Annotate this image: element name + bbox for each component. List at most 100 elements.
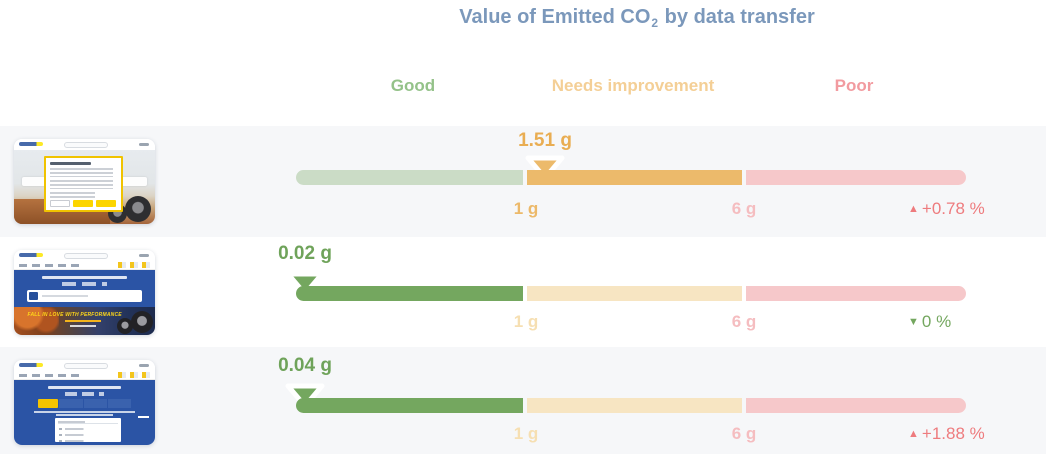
mini-menu-icon [139,364,149,367]
mini-nav-bar [14,371,155,380]
segment-poor [746,398,966,413]
segment-good [296,286,523,301]
decline-button [49,200,71,208]
dialog-text-lines [49,192,96,198]
mini-search-bar [64,142,108,148]
side-label-line [138,416,150,419]
threshold-label-6g: 6 g [731,312,757,331]
mini-nav-icons [118,372,150,378]
mini-browser-header [14,139,155,150]
tire-image [131,311,153,333]
co2-value-label: 0.02 g [278,243,332,264]
segment-poor [746,286,966,301]
trend-up-icon: ▲ [908,428,919,440]
dialog-buttons [49,200,117,208]
co2-value-label: 0.04 g [278,355,332,376]
mini-search-bar [64,253,108,259]
promo-subline-small [70,325,96,327]
title-subscript: 2 [651,16,659,30]
page-link-pills [64,392,105,396]
change-text: +0.78 % [921,199,985,218]
tire-image [117,318,133,334]
cookie-consent-dialog [43,156,123,213]
threshold-label-6g: 6 g [731,199,757,218]
gauge-marker-icon [285,271,325,297]
helper-text-line [33,411,136,413]
dialog-title-line [49,162,92,165]
co2-gauge: 1.51 g 1 g 6 g [296,126,966,237]
co2-value-label: 1.51 g [518,130,572,151]
gauge-marker-icon [285,383,325,409]
segment-good [296,170,523,185]
dialog-text-lines [49,168,113,177]
threshold-label-1g: 1 g [513,199,539,218]
tab [83,399,107,408]
blue-hero-section [14,270,155,307]
helper-text-line [56,414,113,416]
title-suffix: by data transfer [659,6,815,28]
threshold-label-1g: 1 g [513,424,539,443]
metric-row-homepage: FALL IN LOVE WITH PERFORMANCE 0.02 g 1 g… [0,237,1046,347]
tab [107,399,132,408]
blue-page-body [14,380,155,445]
promo-caption: FALL IN LOVE WITH PERFORMANCE [27,312,122,318]
settings-button [73,200,94,208]
dropdown-item-line [58,440,118,442]
co2-gauge: 0.04 g 1 g 6 g [278,347,966,454]
segment-good [296,398,523,413]
gauge-bar [296,170,966,185]
tire-search-box [26,290,143,302]
dropdown-item-line [58,428,118,430]
threshold-label-6g: 6 g [731,424,757,443]
segment-needs-improvement [527,398,742,413]
change-text: 0 % [921,312,952,331]
mini-nav-links [19,374,81,377]
tire-image [125,196,151,222]
dialog-text-lines [49,180,113,189]
accept-button [96,200,117,208]
dropdown-panel [54,418,122,442]
selector-tabs [37,399,132,408]
change-percent: ▲ +0.78 % [908,199,985,219]
mini-menu-icon [139,143,149,146]
promo-subline [64,320,102,322]
michelin-logo [19,253,43,257]
metric-row-cookie-consent: 1.51 g 1 g 6 g ▲ +0.78 % [0,126,1046,237]
mini-menu-icon [139,254,149,257]
thumbnail-tire-selector-page[interactable] [14,360,155,445]
thumbnail-cookie-consent-page[interactable] [14,139,155,224]
hero-heading-line [42,276,127,279]
page-heading-line [47,386,122,389]
michelin-logo [19,142,43,146]
segment-poor [746,170,966,185]
zone-header-good: Good [390,76,436,95]
dropdown-item-line [58,434,118,436]
metric-row-tire-selector: 0.04 g 1 g 6 g ▲ +1.88 % [0,347,1046,454]
change-text: +1.88 % [921,424,985,443]
tab [59,399,83,408]
mini-nav-icons [118,262,150,268]
page-title: Value of Emitted CO2 by data transfer [459,6,815,30]
mini-nav-links [19,264,81,267]
trend-up-icon: ▲ [908,203,919,215]
thumbnail-homepage[interactable]: FALL IN LOVE WITH PERFORMANCE [14,250,155,335]
zone-header-needs-improvement: Needs improvement [551,76,715,95]
promo-banner-image: FALL IN LOVE WITH PERFORMANCE [14,307,155,335]
mini-browser-header [14,250,155,261]
gauge-bar [296,286,966,301]
segment-needs-improvement [527,286,742,301]
change-percent: ▼ 0 % [908,312,951,332]
change-percent: ▲ +1.88 % [908,424,985,444]
mini-search-bar [64,363,108,369]
threshold-label-1g: 1 g [513,312,539,331]
gauge-bar [296,398,966,413]
mini-browser-header [14,360,155,371]
michelin-logo [19,363,43,367]
active-tab [37,399,59,408]
zone-header-poor: Poor [834,76,874,95]
trend-down-icon: ▼ [908,316,919,328]
mini-nav-bar [14,261,155,270]
title-prefix: Value of Emitted CO [459,6,651,28]
hero-link-pills [61,282,108,286]
gauge-marker-icon [525,155,565,181]
